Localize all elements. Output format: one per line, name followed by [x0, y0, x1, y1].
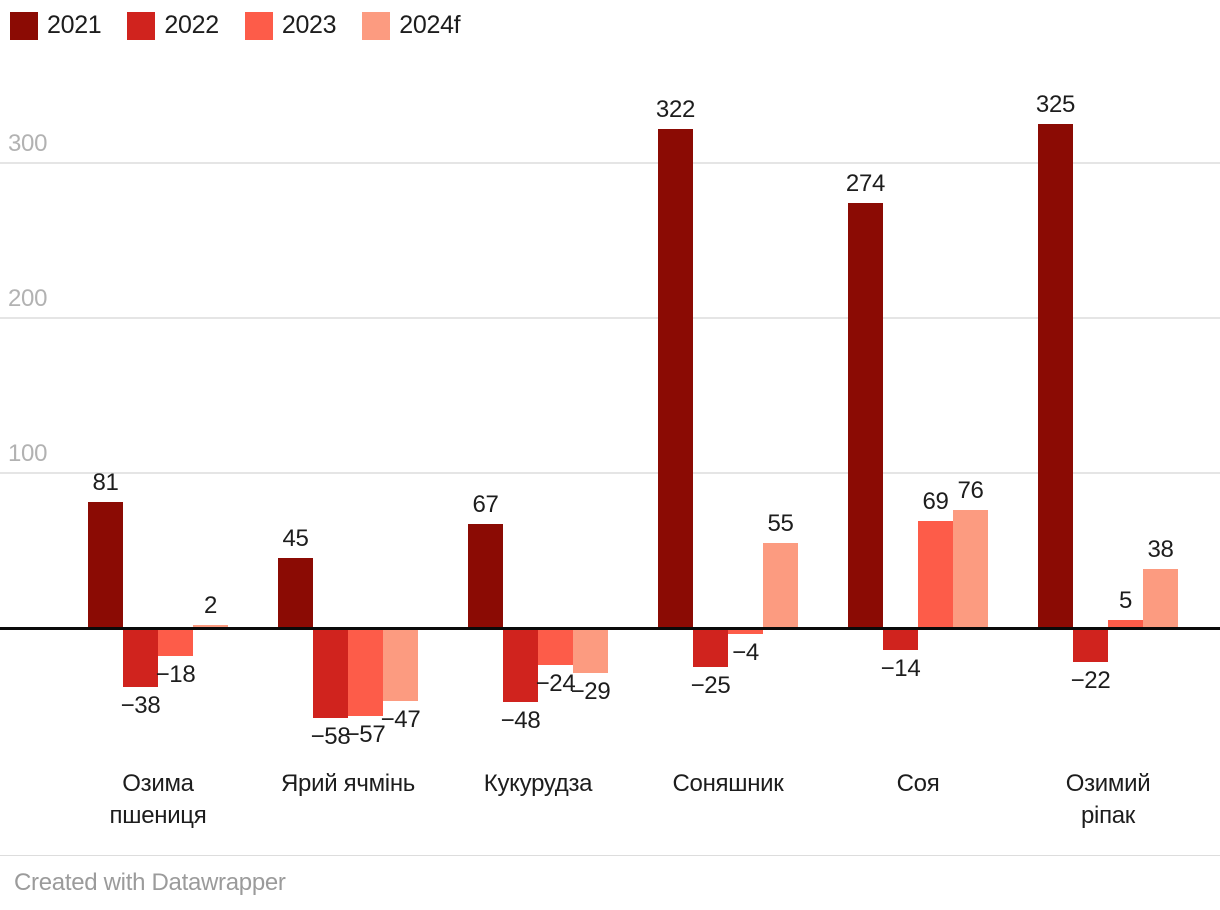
value-label: 45	[282, 525, 309, 553]
value-label: 325	[1035, 91, 1076, 119]
value-label: 274	[845, 170, 886, 198]
bar-2022	[313, 628, 348, 718]
y-tick-label: 300	[8, 130, 48, 157]
bar-2023	[158, 628, 193, 656]
bar-2024f	[193, 624, 228, 628]
value-label: −48	[500, 707, 541, 735]
legend-swatch-icon	[362, 11, 391, 40]
bar-2023	[918, 521, 953, 628]
legend-item-2023: 2023	[244, 11, 337, 40]
bar-2023	[1108, 620, 1143, 628]
value-label: −47	[380, 705, 421, 733]
bar-2022	[1073, 628, 1108, 663]
legend-label: 2021	[47, 11, 102, 39]
bar-2021	[468, 524, 503, 628]
value-label: −22	[1070, 667, 1111, 695]
gridline	[0, 162, 1220, 164]
bar-2022	[693, 628, 728, 667]
bar-2024f	[763, 542, 798, 628]
legend-label: 2022	[164, 11, 219, 39]
value-label: −25	[690, 671, 731, 699]
credit-line: Created with Datawrapper	[14, 869, 286, 896]
legend-item-2021: 2021	[10, 11, 102, 40]
legend-swatch-icon	[10, 11, 38, 40]
bar-2023	[728, 628, 763, 635]
x-axis-label: Соняшник	[672, 770, 784, 797]
bar-2022	[883, 628, 918, 650]
value-label: −58	[310, 722, 351, 750]
gridline	[0, 317, 1220, 319]
x-axis-label: Соя	[896, 770, 940, 797]
value-label: −38	[120, 691, 161, 719]
bar-2024f	[573, 628, 608, 673]
x-axis-label: Ярий ячмінь	[281, 770, 415, 797]
legend-label: 2024f	[399, 11, 461, 39]
value-label: −4	[732, 639, 759, 667]
value-label: 67	[472, 491, 499, 519]
x-axis-label: Озимий ріпак	[1065, 770, 1151, 830]
value-label: 2	[203, 591, 218, 619]
bar-2023	[538, 628, 573, 666]
bar-2021	[278, 558, 313, 628]
value-label: 38	[1147, 536, 1174, 564]
legend-item-2022: 2022	[127, 11, 219, 40]
value-label: −24	[535, 670, 576, 698]
bar-2024f	[1143, 569, 1178, 628]
legend-swatch-icon	[127, 11, 156, 40]
bar-2024f	[953, 510, 988, 628]
y-tick-label: 200	[8, 285, 48, 312]
legend-label: 2023	[281, 11, 337, 39]
x-axis-label: Озима пшениця	[109, 770, 207, 830]
value-label: −29	[570, 677, 611, 705]
footer-divider	[0, 855, 1220, 856]
value-label: 322	[655, 95, 696, 123]
value-label: 55	[767, 509, 794, 537]
value-label: 69	[922, 488, 949, 516]
value-label: −57	[345, 721, 386, 749]
bar-2021	[658, 128, 693, 628]
legend: 2021 2022 2023 2024f	[10, 11, 461, 40]
value-label: 81	[92, 469, 119, 497]
value-label: 76	[957, 477, 984, 505]
bar-2021	[848, 203, 883, 628]
y-tick-label: 100	[8, 440, 48, 467]
legend-item-2024f: 2024f	[362, 11, 461, 40]
bar-2021	[1038, 124, 1073, 628]
bar-2022	[503, 628, 538, 703]
bar-2021	[88, 502, 123, 628]
bar-2022	[123, 628, 158, 687]
x-axis-label: Кукурудза	[483, 770, 593, 797]
value-label: −18	[155, 660, 196, 688]
gridline	[0, 472, 1220, 474]
bar-2024f	[383, 628, 418, 701]
x-axis-line	[0, 627, 1220, 630]
legend-swatch-icon	[244, 11, 273, 40]
bar-2023	[348, 628, 383, 717]
value-label: −14	[880, 654, 921, 682]
value-label: 5	[1118, 587, 1133, 615]
